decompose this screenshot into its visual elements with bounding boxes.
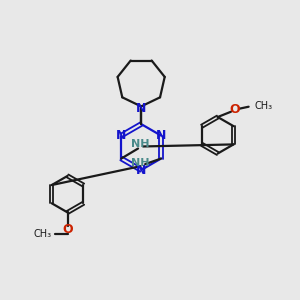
Text: N: N [136, 164, 146, 176]
Text: NH: NH [131, 158, 150, 168]
Text: O: O [230, 103, 240, 116]
Text: N: N [156, 129, 166, 142]
Text: O: O [62, 223, 73, 236]
Text: CH₃: CH₃ [33, 229, 51, 238]
Text: N: N [116, 129, 127, 142]
Text: NH: NH [131, 140, 149, 149]
Text: CH₃: CH₃ [254, 101, 273, 111]
Text: N: N [136, 102, 146, 115]
